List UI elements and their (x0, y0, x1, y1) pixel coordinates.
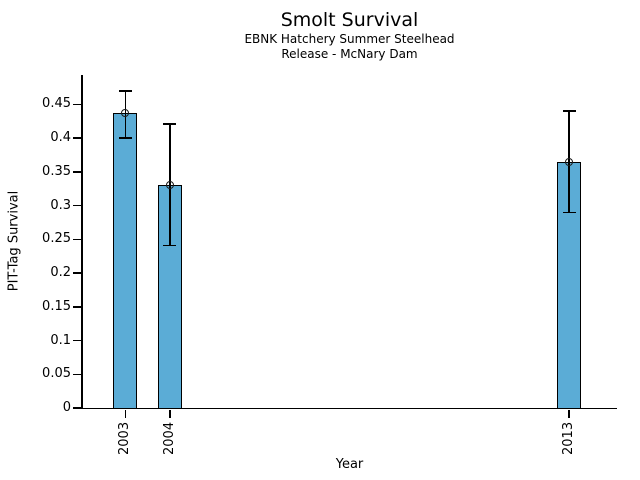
y-tick (73, 373, 81, 376)
y-tick (73, 339, 81, 342)
bar (557, 161, 582, 410)
x-axis-line (81, 407, 617, 409)
y-tick-label: 0.45 (42, 96, 71, 112)
y-tick-label: 0.35 (42, 163, 71, 179)
chart-title: Smolt Survival (280, 9, 419, 31)
error-bar-cap-top (562, 110, 576, 112)
error-bar-cap-top (163, 123, 177, 125)
y-tick-label: 0.15 (42, 298, 71, 314)
y-tick-label: 0.4 (50, 130, 71, 146)
x-tick-label: 2003 (117, 421, 133, 455)
y-tick-label: 0.2 (50, 265, 71, 281)
y-tick-label: 0 (62, 400, 71, 415)
point-marker (165, 180, 174, 189)
y-tick (73, 306, 81, 308)
x-tick (568, 409, 570, 418)
y-tick (73, 238, 81, 241)
x-axis-label: Year (335, 457, 364, 472)
x-tick (124, 409, 127, 418)
y-tick (73, 137, 81, 139)
y-tick (73, 407, 81, 409)
y-tick-label: 0.1 (50, 332, 71, 348)
y-axis-line (81, 75, 83, 409)
bar (113, 113, 138, 410)
y-tick (73, 204, 81, 207)
y-tick-label: 0.25 (42, 231, 71, 247)
chart-subtitle-line2: Release - McNary Dam (281, 47, 418, 61)
x-tick (169, 409, 171, 418)
y-tick-label: 0.05 (42, 366, 71, 382)
x-tick-label: 2004 (161, 421, 177, 455)
y-tick (73, 103, 81, 106)
error-bar-cap-bottom (118, 137, 132, 139)
y-tick (73, 171, 81, 173)
error-bar-cap-top (118, 90, 132, 92)
error-bar-cap-bottom (562, 211, 576, 214)
y-tick (73, 272, 81, 274)
error-bar-cap-bottom (163, 244, 177, 247)
point-marker (121, 109, 130, 118)
chart-subtitle-line1: EBNK Hatchery Summer Steelhead (244, 32, 455, 46)
point-marker (565, 157, 574, 166)
x-tick-label: 2013 (561, 421, 577, 455)
y-tick-label: 0.3 (50, 197, 71, 213)
y-axis-label: PIT-Tag Survival (6, 190, 22, 292)
